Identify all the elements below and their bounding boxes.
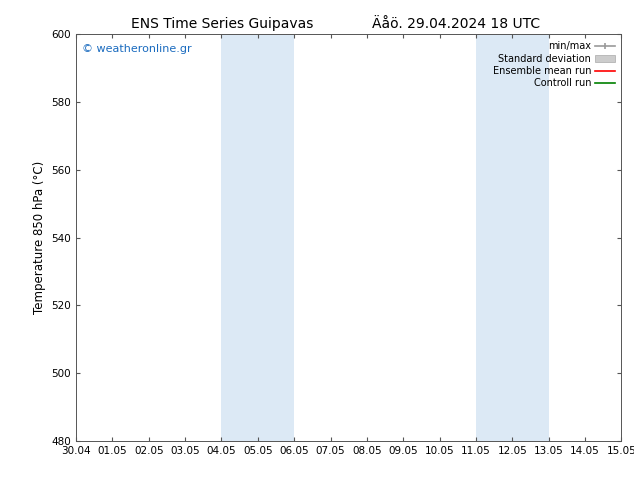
Legend: min/max, Standard deviation, Ensemble mean run, Controll run: min/max, Standard deviation, Ensemble me… bbox=[491, 39, 616, 90]
Text: ENS Time Series Guipavas: ENS Time Series Guipavas bbox=[131, 17, 313, 31]
Text: © weatheronline.gr: © weatheronline.gr bbox=[82, 45, 191, 54]
Bar bbox=[221, 34, 294, 441]
Bar bbox=[476, 34, 548, 441]
Y-axis label: Temperature 850 hPa (°C): Temperature 850 hPa (°C) bbox=[33, 161, 46, 314]
Text: Äåö. 29.04.2024 18 UTC: Äåö. 29.04.2024 18 UTC bbox=[372, 17, 541, 31]
